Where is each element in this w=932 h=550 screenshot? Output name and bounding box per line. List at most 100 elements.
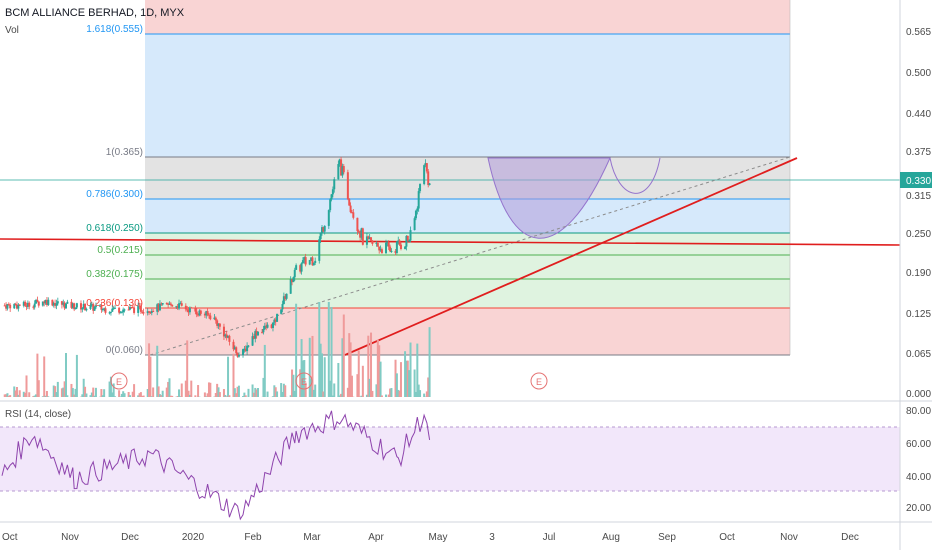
price-axis: 0.565 0.500 0.440 0.375 0.315 0.250 0.19… xyxy=(900,27,932,400)
volume-bar xyxy=(263,344,266,397)
volume-label: Vol xyxy=(5,25,19,36)
price-tick: 0.190 xyxy=(906,268,931,279)
candle-body xyxy=(265,325,268,328)
svg-text:E: E xyxy=(301,377,307,387)
candle-body xyxy=(312,262,315,266)
candle-body xyxy=(3,305,6,307)
volume-bar xyxy=(340,393,343,397)
volume-bar xyxy=(414,391,417,397)
price-tick: 0.250 xyxy=(906,229,931,240)
candle-body xyxy=(43,301,46,304)
time-tick: 3 xyxy=(489,532,495,543)
volume-bar xyxy=(359,396,362,397)
candle-body xyxy=(406,235,409,241)
volume-bar xyxy=(109,376,112,397)
fib-label-1618: 1.618(0.555) xyxy=(86,24,143,35)
volume-bar xyxy=(188,394,191,397)
volume-bar xyxy=(408,370,411,397)
candle-body xyxy=(357,231,360,233)
candle-body xyxy=(330,194,333,200)
symbol-title: BCM ALLIANCE BERHAD, 1D, MYX xyxy=(5,7,185,19)
candle-body xyxy=(216,320,219,326)
candle-body xyxy=(341,166,344,176)
svg-text:E: E xyxy=(116,377,122,387)
candle-body xyxy=(157,304,160,311)
cup-pattern xyxy=(487,157,611,239)
fib-zone-0236 xyxy=(145,308,790,355)
volume-bar xyxy=(406,360,409,397)
candle-body xyxy=(44,299,47,304)
candle-body xyxy=(90,304,93,306)
volume-bar xyxy=(9,395,12,397)
volume-bar xyxy=(24,392,27,397)
volume-bar xyxy=(186,340,189,397)
candle-body xyxy=(423,165,426,185)
candle-body xyxy=(103,308,106,310)
candle-body xyxy=(271,322,274,328)
candle-body xyxy=(9,304,12,309)
volume-bar xyxy=(322,391,325,397)
volume-bar xyxy=(398,390,401,397)
candle-body xyxy=(15,305,18,309)
fibonacci-labels: 1.618(0.555) 1(0.365) 0.786(0.300) 0.618… xyxy=(86,24,143,356)
candle-body xyxy=(414,210,417,219)
volume-bar xyxy=(218,392,221,397)
volume-bar xyxy=(217,387,220,397)
candle-body xyxy=(368,237,371,240)
volume-bar xyxy=(36,353,39,397)
time-tick: Feb xyxy=(244,532,262,543)
volume-bar xyxy=(327,302,330,397)
candle-body xyxy=(156,304,159,312)
volume-bar xyxy=(207,382,210,397)
candle-body xyxy=(35,299,38,304)
candle-body xyxy=(65,303,67,309)
candle-body xyxy=(409,230,412,241)
candle-body xyxy=(257,331,259,336)
candle-body xyxy=(22,301,25,306)
candle-body xyxy=(179,303,182,305)
candle-body xyxy=(243,348,246,350)
volume-bar xyxy=(157,386,160,397)
volume-bar xyxy=(6,393,9,397)
time-tick: Apr xyxy=(368,532,384,543)
volume-bar xyxy=(236,386,239,397)
candle-body xyxy=(199,310,202,314)
candle-body xyxy=(5,305,8,309)
volume-bar xyxy=(3,394,6,397)
candle-body xyxy=(365,236,368,245)
volume-bar xyxy=(118,390,121,397)
candle-body xyxy=(133,307,136,313)
time-tick: Dec xyxy=(841,532,859,543)
volume-bar xyxy=(428,327,431,397)
candle-body xyxy=(45,299,48,305)
rsi-label: RSI (14, close) xyxy=(5,409,71,420)
candle-body xyxy=(376,242,379,247)
candle-body xyxy=(89,305,92,309)
candle-body xyxy=(108,312,111,314)
volume-bar xyxy=(65,353,67,397)
fibonacci-zones xyxy=(145,0,790,355)
volume-bar xyxy=(237,385,240,397)
candle-body xyxy=(228,335,231,342)
candle-body xyxy=(205,311,208,316)
volume-bar xyxy=(252,392,255,397)
candle-body xyxy=(122,309,125,313)
candle-body xyxy=(32,306,35,308)
volume-bar xyxy=(131,391,134,397)
volume-bar xyxy=(224,394,227,397)
volume-bar xyxy=(293,390,296,397)
volume-bar xyxy=(416,343,419,397)
volume-bar xyxy=(405,360,408,397)
volume-bar xyxy=(376,339,379,397)
candle-body xyxy=(47,299,50,305)
candle-body xyxy=(70,301,73,308)
volume-bar xyxy=(273,385,276,397)
volume-bar xyxy=(5,394,8,397)
candle-body xyxy=(386,242,389,244)
volume-bar xyxy=(137,395,140,397)
volume-bar xyxy=(55,392,58,397)
volume-bar xyxy=(190,380,193,397)
volume-bar xyxy=(242,396,245,397)
volume-bar xyxy=(291,369,294,397)
